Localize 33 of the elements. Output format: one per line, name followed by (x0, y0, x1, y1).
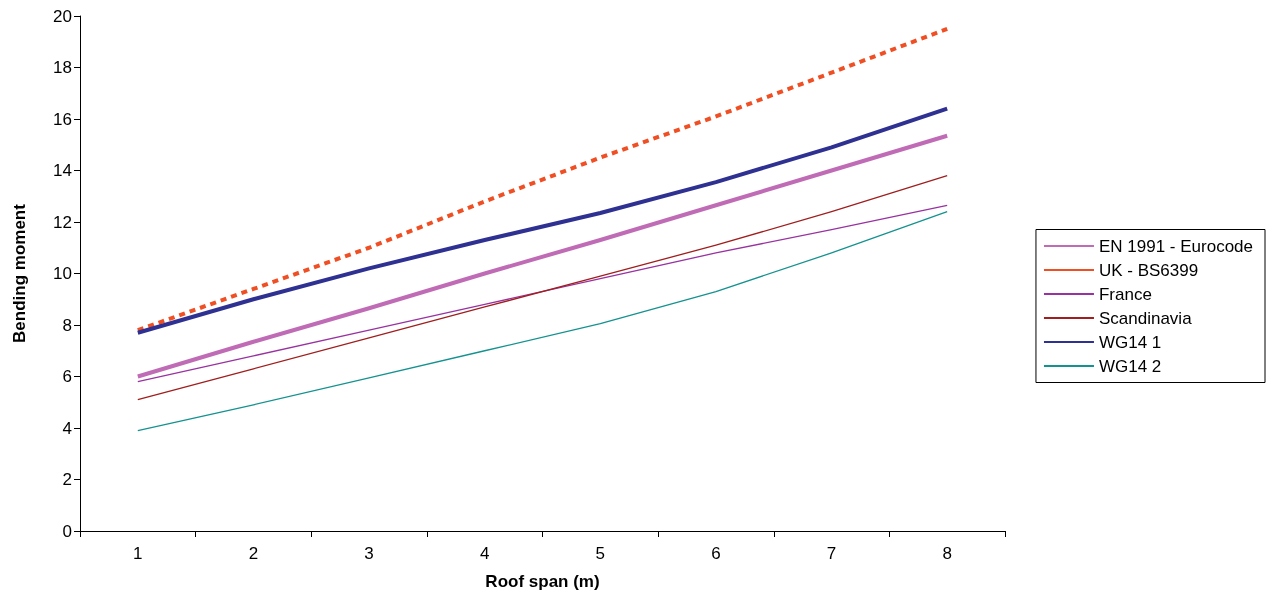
x-tick-label: 6 (711, 544, 721, 563)
y-tick-label: 4 (62, 418, 72, 438)
x-axis-title: Roof span (m) (485, 572, 600, 591)
y-tick-label: 8 (62, 315, 72, 335)
y-axis-title: Bending moment (10, 203, 29, 343)
x-tick-label: 3 (364, 544, 374, 563)
x-tick-label: 1 (133, 544, 143, 563)
legend-label: UK - BS6399 (1098, 260, 1199, 280)
x-tick-label: 8 (942, 544, 952, 563)
y-tick-label: 12 (53, 212, 72, 232)
x-tick-label: 7 (826, 544, 837, 563)
legend-label: Scandinavia (1098, 308, 1193, 328)
y-tick-label: 20 (53, 6, 72, 26)
x-tick-label: 4 (479, 544, 490, 563)
line-series (137, 175, 948, 401)
y-tick-label: 2 (62, 470, 72, 489)
legend-label: WG14 1 (1098, 332, 1162, 352)
legend-label: EN 1991 - Eurocode (1098, 236, 1254, 256)
legend-label: WG14 2 (1098, 356, 1162, 376)
line-series (137, 204, 948, 383)
line-series (137, 211, 948, 432)
line-series (135, 26, 950, 333)
y-tick-label: 0 (62, 521, 72, 541)
line-series (135, 106, 950, 335)
legend-label: France (1098, 284, 1152, 304)
x-tick-label: 2 (248, 544, 259, 563)
y-tick-label: 18 (53, 58, 72, 77)
x-tick-label: 5 (595, 544, 606, 563)
y-tick-label: 14 (53, 161, 72, 180)
y-tick-label: 16 (53, 109, 72, 129)
y-tick-label: 10 (53, 264, 72, 283)
y-tick-label: 6 (62, 367, 72, 386)
line-series (135, 133, 950, 379)
